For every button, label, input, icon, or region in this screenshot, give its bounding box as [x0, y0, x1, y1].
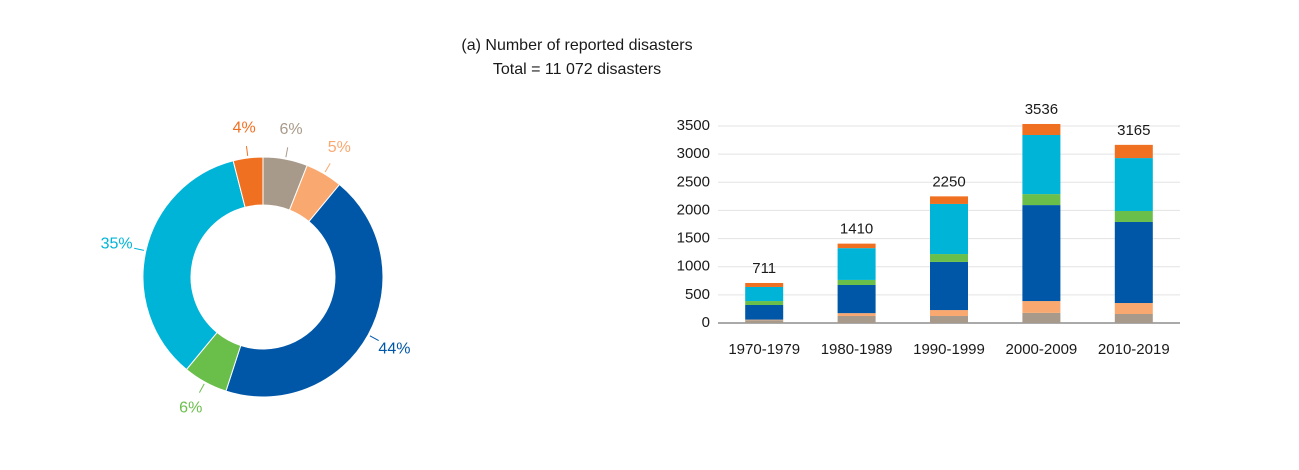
bar-segment: [837, 313, 876, 316]
bar-segment: [930, 261, 968, 311]
data-label: 44%: [378, 340, 410, 357]
leader-line: [285, 147, 289, 158]
bar-segment: [1022, 205, 1061, 302]
bar-segment: [745, 286, 784, 302]
bar-segment: [930, 315, 968, 323]
bar-segment: [837, 248, 876, 280]
bar-segment: [745, 301, 784, 305]
leader-line: [198, 383, 205, 393]
data-label: 6%: [280, 121, 303, 138]
bar-segment: [1022, 123, 1061, 136]
bar-segment: [1022, 301, 1061, 313]
data-label: 5%: [328, 139, 351, 156]
total-label: 711: [752, 260, 776, 277]
leader-line: [245, 145, 249, 157]
data-label: 35%: [101, 235, 133, 252]
total-label: 2250: [932, 173, 965, 190]
x-tick-label: 1990-1999: [913, 341, 985, 358]
bar-segment: [837, 315, 876, 323]
bar-segment: [1114, 221, 1153, 304]
bar-segment: [745, 319, 784, 321]
bar-segment: [1022, 312, 1061, 323]
bar-segment: [1022, 135, 1061, 195]
y-tick-label: 3500: [677, 117, 710, 134]
data-label: 4%: [233, 119, 256, 136]
y-tick-label: 0: [702, 314, 710, 331]
y-tick-label: 3000: [677, 145, 710, 162]
bar-segment: [1114, 210, 1153, 222]
bar-segment: [745, 320, 784, 323]
total-label: 3536: [1025, 101, 1058, 118]
bar-segment: [837, 279, 876, 286]
bar-segment: [1114, 144, 1153, 159]
bar-segment: [930, 203, 968, 255]
bar-segment: [1114, 158, 1153, 211]
bar-segment: [930, 254, 968, 262]
donut-slice: [232, 156, 264, 208]
leader-line: [369, 335, 379, 342]
bar-segment: [1114, 303, 1153, 314]
data-label: 6%: [179, 400, 202, 417]
bar-segment: [1114, 313, 1153, 323]
leader-line: [324, 163, 331, 173]
bar-segment: [930, 310, 968, 316]
bar-segment: [745, 282, 784, 287]
y-tick-label: 1000: [677, 258, 710, 275]
y-tick-label: 2500: [677, 173, 710, 190]
x-tick-label: 2000-2009: [1006, 341, 1078, 358]
x-tick-label: 2010-2019: [1098, 341, 1170, 358]
donut-slice: [225, 183, 384, 398]
bar-segment: [930, 196, 968, 204]
x-tick-label: 1980-1989: [821, 341, 893, 358]
y-tick-label: 2000: [677, 201, 710, 218]
total-label: 1410: [840, 221, 873, 238]
bar-segment: [837, 285, 876, 314]
bar-segment: [1022, 194, 1061, 206]
chart-subtitle: Total = 11 072 disasters: [493, 61, 661, 78]
y-tick-label: 500: [685, 286, 710, 303]
donut-slice: [142, 160, 246, 371]
bar-segment: [745, 304, 784, 320]
total-label: 3165: [1117, 122, 1150, 139]
x-tick-label: 1970-1979: [728, 341, 800, 358]
y-tick-label: 1500: [677, 230, 710, 247]
chart-title: (a) Number of reported disasters: [461, 37, 692, 54]
leader-line: [134, 247, 145, 251]
bar-segment: [837, 243, 876, 249]
